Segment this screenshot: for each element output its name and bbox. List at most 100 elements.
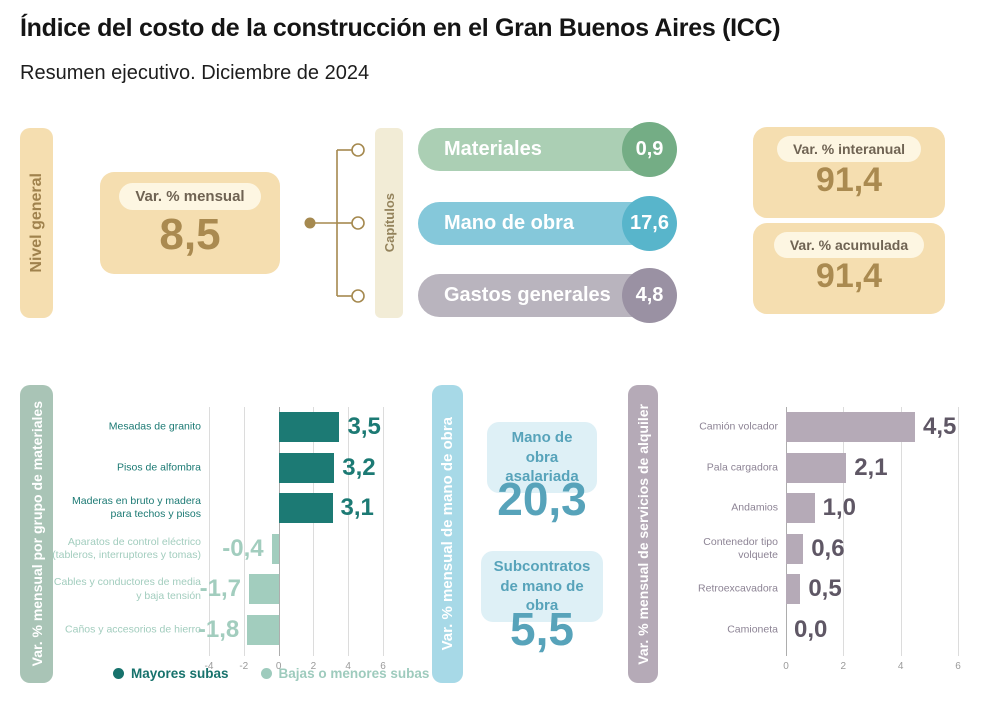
gridline <box>243 407 245 656</box>
category-label: Aparatos de control eléctrico (tableros,… <box>52 535 201 561</box>
bar <box>786 574 801 605</box>
value-label: 4,5 <box>923 413 957 440</box>
chapter-row-mano-de-obra: Mano de obra 17,6 <box>418 196 677 251</box>
value-label: 2,1 <box>854 453 888 481</box>
value-label: 0,6 <box>811 534 845 562</box>
axis-tick-label: 2 <box>840 661 847 672</box>
axis-tick-label: 4 <box>897 661 904 672</box>
category-label: Andamios <box>731 501 778 514</box>
bar <box>278 412 340 442</box>
bar <box>786 493 815 524</box>
var-interanual-card: Var. % interanual 91,4 <box>753 127 945 218</box>
var-mensual-value: 8,5 <box>159 210 221 259</box>
gridline <box>278 407 280 656</box>
var-acumulada-label: Var. % acumulada <box>773 232 925 258</box>
category-label: Contenedor tipo volquete <box>703 535 778 561</box>
axis-tick-label: 0 <box>783 661 789 672</box>
gridline <box>786 407 787 656</box>
bar <box>271 533 279 564</box>
materials-chart-strip: Var. % mensual por grupo de materiales <box>20 385 53 683</box>
chapter-row-materiales: Materiales 0,9 <box>418 122 677 177</box>
value-label: -1,8 <box>197 616 240 643</box>
category-label: Camioneta <box>727 623 778 636</box>
mano-asalariada-label: Mano de obra asalariada <box>487 422 597 493</box>
axis-tick-label: -2 <box>239 661 249 672</box>
gridline <box>348 407 350 656</box>
var-interanual-label: Var. % interanual <box>776 136 922 162</box>
axis-tick-label: 6 <box>955 661 961 672</box>
var-acumulada-value: 91,4 <box>815 257 883 295</box>
nivel-general-strip-label: Nivel general <box>27 173 45 273</box>
materials-bar-chart: Mayores subas Bajas o menores subas -4 -2 0… <box>52 385 429 690</box>
value-label: 3,2 <box>342 453 376 481</box>
var-interanual-value: 91,4 <box>815 161 883 199</box>
legend-label: Bajas o menores subas <box>278 666 430 681</box>
mano-asalariada-value: 20,3 <box>497 473 587 525</box>
chapter-row-gastos-generales: Gastos generales 4,8 <box>418 268 677 323</box>
gridline <box>900 407 902 656</box>
gridline <box>958 407 959 656</box>
category-label: Caños y accesorios de hierro <box>65 623 201 636</box>
bar <box>786 412 915 442</box>
legend-dot-icon <box>113 668 124 679</box>
value-label: 3,1 <box>340 494 374 522</box>
nivel-general-strip: Nivel general <box>20 128 53 318</box>
connector-dot <box>304 217 316 229</box>
bar <box>786 452 847 483</box>
category-label: Maderas en bruto y madera para techos y … <box>72 495 201 521</box>
chapter-pill-label: Materiales <box>418 128 658 171</box>
value-label: 0,5 <box>808 575 842 603</box>
bar <box>278 493 333 524</box>
gridline <box>313 407 315 656</box>
value-label: -0,4 <box>222 534 264 562</box>
mano-de-obra-strip: Var. % mensual de mano de obra <box>432 385 463 683</box>
page-title: Índice del costo de la construcción en e… <box>20 14 781 42</box>
category-label: Camión volcador <box>699 420 778 433</box>
capitulos-strip-label: Capítulos <box>381 193 397 253</box>
value-label: 1,0 <box>822 494 857 522</box>
value-label: -1,7 <box>199 575 242 603</box>
axis-tick-label: 6 <box>380 661 386 672</box>
chapter-value-badge: 4,8 <box>622 268 677 323</box>
axis-tick-label: 4 <box>345 661 351 672</box>
legend-label: Mayores subas <box>131 666 229 681</box>
category-label: Pala cargadora <box>706 461 778 474</box>
bar <box>278 452 335 483</box>
category-label: Mesadas de granito <box>108 420 201 433</box>
materials-chart-title: Var. % mensual por grupo de materiales <box>28 401 45 667</box>
rentals-bar-chart: 0 2 4 6 Camión volcador 4,5 Pala cargadora 2,1 A… <box>680 385 1003 690</box>
materials-chart-legend: Mayores subas Bajas o menores subas <box>113 666 429 681</box>
gridline <box>383 407 384 656</box>
category-label: Pisos de alfombra <box>116 461 201 474</box>
axis-tick-label: -4 <box>204 661 214 672</box>
subcontratos-value: 5,5 <box>510 603 574 655</box>
page-subtitle: Resumen ejecutivo. Diciembre de 2024 <box>20 62 370 84</box>
chapter-value-badge: 17,6 <box>622 196 677 251</box>
var-mensual-card: Var. % mensual 8,5 <box>100 172 280 274</box>
bar <box>249 574 279 605</box>
category-label: Cables y conductores de media y baja ten… <box>53 576 201 602</box>
legend-item: Mayores subas <box>113 666 229 681</box>
category-label: Retroexcavadora <box>698 582 778 595</box>
rentals-chart-strip: Var. % mensual de servicios de alquiler <box>628 385 658 683</box>
chapter-value-badge: 0,9 <box>622 122 677 177</box>
bar <box>786 533 804 564</box>
connector-diagram <box>304 143 365 303</box>
axis-tick-label: 0 <box>275 661 282 672</box>
subcontratos-label: Subcontratos de mano de obra <box>481 551 603 622</box>
bar <box>247 615 279 645</box>
gridline <box>843 407 845 656</box>
var-mensual-label: Var. % mensual <box>119 183 261 210</box>
gridline <box>209 407 210 656</box>
axis-tick-label: 2 <box>310 661 317 672</box>
value-label: 0,0 <box>794 616 828 643</box>
var-acumulada-card: Var. % acumulada 91,4 <box>753 223 945 314</box>
capitulos-strip: Capítulos <box>375 128 403 318</box>
legend-item: Bajas o menores subas <box>260 666 430 681</box>
legend-dot-icon <box>260 668 272 679</box>
mano-de-obra-strip-label: Var. % mensual de mano de obra <box>439 417 456 651</box>
chapter-pill-label: Mano de obra <box>418 202 658 245</box>
chapter-pill-label: Gastos generales <box>418 274 658 317</box>
rentals-chart-title: Var. % mensual de servicios de alquiler <box>635 403 651 665</box>
value-label: 3,5 <box>347 413 381 440</box>
